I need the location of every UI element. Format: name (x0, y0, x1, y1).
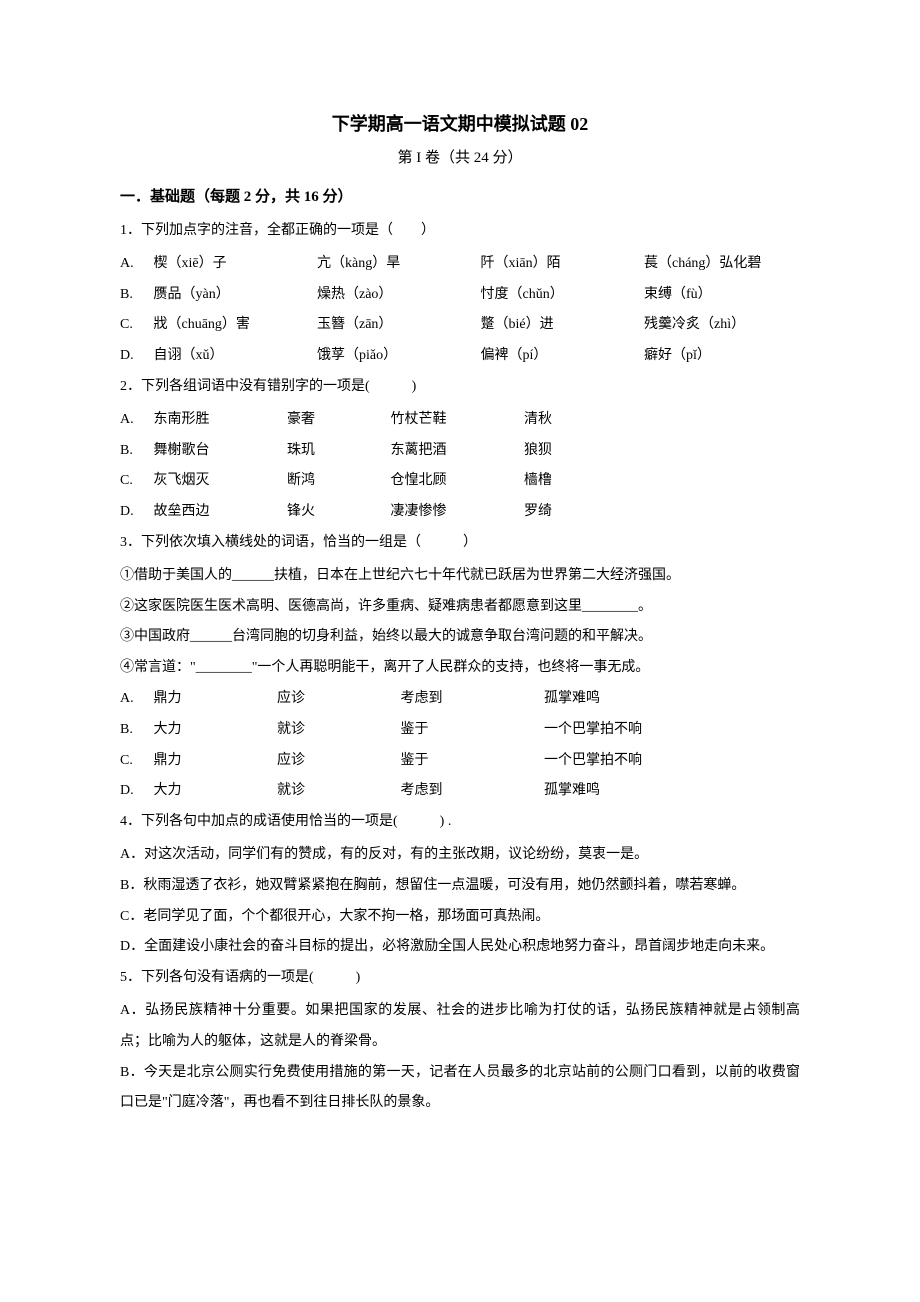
q4-option-d: D．全面建设小康社会的奋斗目标的提出，必将激励全国人民处心积虑地努力奋斗，昂首阔… (120, 932, 800, 963)
option-text: 鉴于 (401, 746, 541, 777)
option-label: C. (120, 746, 150, 777)
option-text: 萇（cháng）弘化碧 (644, 249, 761, 280)
option-text: 舞榭歌台 (154, 436, 284, 467)
q5-option-a: A．弘扬民族精神十分重要。如果把国家的发展、社会的进步比喻为打仗的话，弘扬民族精… (120, 996, 800, 1058)
option-label: A. (120, 249, 150, 280)
option-label: B. (120, 280, 150, 311)
option-text: 大力 (154, 715, 274, 746)
option-text: 东蓠把酒 (391, 436, 521, 467)
q2-option-c: C. 灰飞烟灭 断鸿 仓惶北顾 樯橹 (120, 466, 800, 497)
option-text: 断鸿 (287, 466, 387, 497)
option-text: 阡（xiān）陌 (481, 249, 641, 280)
option-text: 孤掌难鸣 (544, 776, 600, 807)
option-text: 鼎力 (154, 746, 274, 777)
option-text: 竹杖芒鞋 (391, 405, 521, 436)
option-text: 狼狈 (524, 436, 552, 467)
option-text: 楔（xiē）子 (154, 249, 314, 280)
option-text: 鉴于 (401, 715, 541, 746)
option-label: D. (120, 497, 150, 528)
option-text: 考虑到 (401, 776, 541, 807)
q4-option-a: A．对这次活动，同学们有的赞成，有的反对，有的主张改期，议论纷纷，莫衷一是。 (120, 840, 800, 871)
q2-option-b: B. 舞榭歌台 珠玑 东蓠把酒 狼狈 (120, 436, 800, 467)
option-text: 戕（chuāng）害 (154, 310, 314, 341)
option-label: C. (120, 466, 150, 497)
option-text: 一个巴掌拍不响 (544, 715, 642, 746)
option-text: 东南形胜 (154, 405, 284, 436)
option-text: 锋火 (287, 497, 387, 528)
q1-option-d: D. 自诩（xǔ） 饿莩（piǎo） 偏裨（pí） 癖好（pǐ） (120, 341, 800, 372)
section-header: 一．基础题（每题 2 分，共 16 分） (120, 185, 800, 206)
option-label: B. (120, 715, 150, 746)
q3-fill-1: ①借助于美国人的______扶植，日本在上世纪六七十年代就已跃居为世界第二大经济… (120, 561, 800, 592)
q3-option-c: C. 鼎力 应诊 鉴于 一个巴掌拍不响 (120, 746, 800, 777)
q3-option-a: A. 鼎力 应诊 考虑到 孤掌难鸣 (120, 684, 800, 715)
q2-stem: 2．下列各组词语中没有错别字的一项是( ) (120, 372, 800, 403)
q4-stem: 4．下列各句中加点的成语使用恰当的一项是( ) . (120, 807, 800, 838)
option-text: 孤掌难鸣 (544, 684, 600, 715)
option-text: 赝品（yàn） (154, 280, 314, 311)
option-label: D. (120, 776, 150, 807)
option-text: 珠玑 (287, 436, 387, 467)
option-text: 考虑到 (401, 684, 541, 715)
option-text: 自诩（xǔ） (154, 341, 314, 372)
option-text: 亢（kàng）旱 (317, 249, 477, 280)
q3-stem: 3．下列依次填入横线处的词语，恰当的一组是（ ） (120, 528, 800, 559)
option-text: 束缚（fù） (644, 280, 712, 311)
option-text: 残羹冷炙（zhì） (644, 310, 745, 341)
option-text: 忖度（chǔn） (481, 280, 641, 311)
option-text: 樯橹 (524, 466, 552, 497)
option-text: 就诊 (277, 776, 397, 807)
q1-option-a: A. 楔（xiē）子 亢（kàng）旱 阡（xiān）陌 萇（cháng）弘化碧 (120, 249, 800, 280)
q2-option-d: D. 故垒西边 锋火 凄凄惨惨 罗绮 (120, 497, 800, 528)
option-label: A. (120, 684, 150, 715)
option-text: 应诊 (277, 684, 397, 715)
q2-option-a: A. 东南形胜 豪奢 竹杖芒鞋 清秋 (120, 405, 800, 436)
option-text: 癖好（pǐ） (644, 341, 711, 372)
option-label: C. (120, 310, 150, 341)
q3-fill-4: ④常言道："________"一个人再聪明能干，离开了人民群众的支持，也终将一事… (120, 653, 800, 684)
q1-option-b: B. 赝品（yàn） 燥热（zào） 忖度（chǔn） 束缚（fù） (120, 280, 800, 311)
option-text: 故垒西边 (154, 497, 284, 528)
q5-stem: 5．下列各句没有语病的一项是( ) (120, 963, 800, 994)
option-text: 蹩（bié）进 (481, 310, 641, 341)
option-text: 应诊 (277, 746, 397, 777)
page-title: 下学期高一语文期中模拟试题 02 (120, 110, 800, 136)
q3-option-b: B. 大力 就诊 鉴于 一个巴掌拍不响 (120, 715, 800, 746)
option-text: 饿莩（piǎo） (317, 341, 477, 372)
q4-option-c: C．老同学见了面，个个都很开心，大家不拘一格，那场面可真热闹。 (120, 902, 800, 933)
q4-option-b: B．秋雨湿透了衣衫，她双臂紧紧抱在胸前，想留住一点温暖，可没有用，她仍然颤抖着，… (120, 871, 800, 902)
option-text: 仓惶北顾 (391, 466, 521, 497)
option-text: 玉簪（zān） (317, 310, 477, 341)
option-label: B. (120, 436, 150, 467)
option-text: 豪奢 (287, 405, 387, 436)
option-text: 就诊 (277, 715, 397, 746)
q5-option-b: B．今天是北京公厕实行免费使用措施的第一天，记者在人员最多的北京站前的公厕门口看… (120, 1058, 800, 1120)
option-text: 燥热（zào） (317, 280, 477, 311)
q3-fill-3: ③中国政府______台湾同胞的切身利益，始终以最大的诚意争取台湾问题的和平解决… (120, 622, 800, 653)
option-text: 一个巴掌拍不响 (544, 746, 642, 777)
option-text: 清秋 (524, 405, 552, 436)
option-text: 罗绮 (524, 497, 552, 528)
q3-fill-2: ②这家医院医生医术高明、医德高尚，许多重病、疑难病患者都愿意到这里_______… (120, 592, 800, 623)
option-text: 大力 (154, 776, 274, 807)
option-text: 偏裨（pí） (481, 341, 641, 372)
option-text: 凄凄惨惨 (391, 497, 521, 528)
q1-stem: 1．下列加点字的注音，全都正确的一项是（ ） (120, 216, 800, 247)
option-label: D. (120, 341, 150, 372)
option-label: A. (120, 405, 150, 436)
q3-option-d: D. 大力 就诊 考虑到 孤掌难鸣 (120, 776, 800, 807)
option-text: 灰飞烟灭 (154, 466, 284, 497)
page-subtitle: 第 I 卷（共 24 分） (120, 146, 800, 167)
q1-option-c: C. 戕（chuāng）害 玉簪（zān） 蹩（bié）进 残羹冷炙（zhì） (120, 310, 800, 341)
option-text: 鼎力 (154, 684, 274, 715)
